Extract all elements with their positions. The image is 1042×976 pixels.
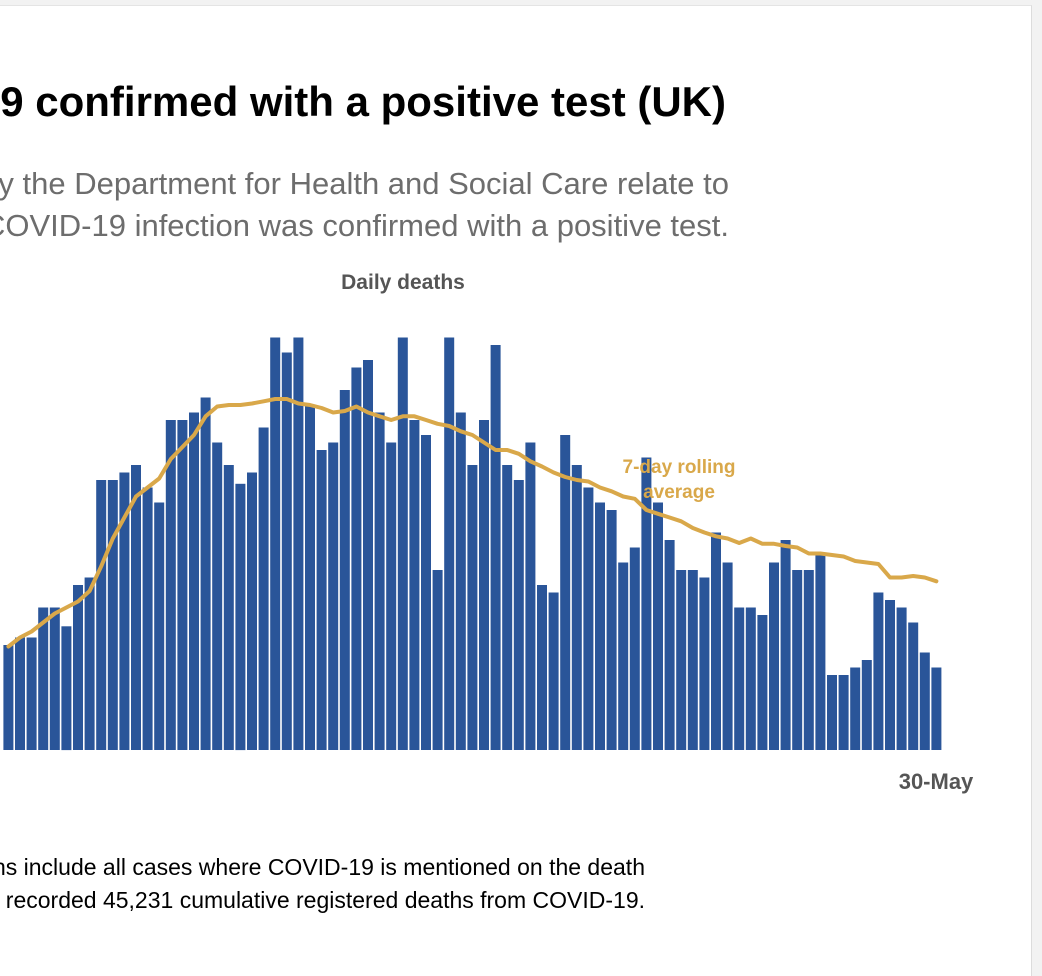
bar [432,570,443,750]
footnote-line-1: ONS data on registered deaths include al… [0,854,645,880]
bar [722,562,733,750]
bar [873,592,884,750]
slide-title: Deaths of people who have died with COVI… [0,78,1031,138]
bar [247,472,257,750]
bar [641,457,652,750]
bar [513,480,524,750]
bar [861,660,872,750]
footnote-line-2: certificate. The latest ONS data recorde… [0,887,645,913]
bar [827,675,837,750]
bar [502,465,513,750]
bar [734,607,745,750]
bar [305,405,315,750]
chart-title: Daily deaths [341,271,465,294]
bar [212,442,223,750]
subtitle-line-1: Data published by the Department for Hea… [0,166,729,201]
bar [397,337,408,750]
bar [745,607,756,750]
bar [548,592,559,750]
bar [49,607,60,750]
bar [154,502,165,750]
bar [769,562,779,750]
bar [444,337,455,750]
bar [919,652,930,750]
bar [780,540,791,750]
bar [3,645,14,750]
bar [235,483,246,751]
bar [699,577,710,750]
bar [595,502,605,750]
bar [711,532,721,750]
rolling-average-label: 7-day rolling average [623,457,736,503]
bar-series [3,337,942,751]
bar [583,487,594,750]
bar [26,637,37,750]
bar [421,435,431,750]
bar [84,577,95,750]
bar [792,570,803,750]
bar [479,420,489,750]
bar [606,510,617,750]
bar [490,345,501,750]
bar [316,450,327,750]
bar [931,667,942,750]
bar [653,502,663,750]
bar [409,420,420,750]
bar [142,487,153,750]
bar [363,360,373,750]
bar [328,442,339,750]
bar [223,465,234,750]
subtitle-line-2: deaths of people whose COVID-19 infectio… [0,208,729,243]
bar [803,570,814,750]
bar [467,465,478,750]
bar [165,420,176,750]
slide-subtitle: Data published by the Department for Hea… [0,166,1031,256]
bar [119,472,130,750]
slide-title-text: Deaths of people who have died with COVI… [0,78,726,125]
bar [61,626,72,751]
bar [281,352,292,750]
rolling-average-line [6,397,939,649]
footnote: ONS data on registered deaths include al… [0,854,1031,924]
bar [687,570,698,750]
bar [525,442,536,750]
bar [96,480,107,750]
bar [270,337,281,750]
bar [618,562,629,750]
bar [757,615,768,750]
bar [15,637,25,750]
bar [838,675,849,750]
bar [896,607,907,750]
bar [537,585,547,750]
bar [189,412,199,750]
bar [455,412,466,750]
bar [908,622,919,750]
bar [885,600,895,750]
rolling-average-label-line: 7-day rolling [623,457,736,478]
bar [815,555,826,750]
bar [200,397,211,750]
bar [560,435,571,750]
bar [386,442,397,750]
bar [664,540,675,750]
rolling-average-label-line: average [643,482,715,503]
x-axis-end-label: 30-May [899,769,974,794]
bar [339,390,350,750]
bar [258,427,269,750]
bar [850,667,861,750]
bar [374,412,385,750]
bar [676,570,687,750]
bar [38,607,49,750]
bar [107,480,118,750]
bar [177,420,188,750]
bar [131,465,141,750]
bar [571,465,582,750]
bar [629,547,640,750]
bar [293,337,304,750]
bar [351,367,362,750]
bar [73,585,83,750]
